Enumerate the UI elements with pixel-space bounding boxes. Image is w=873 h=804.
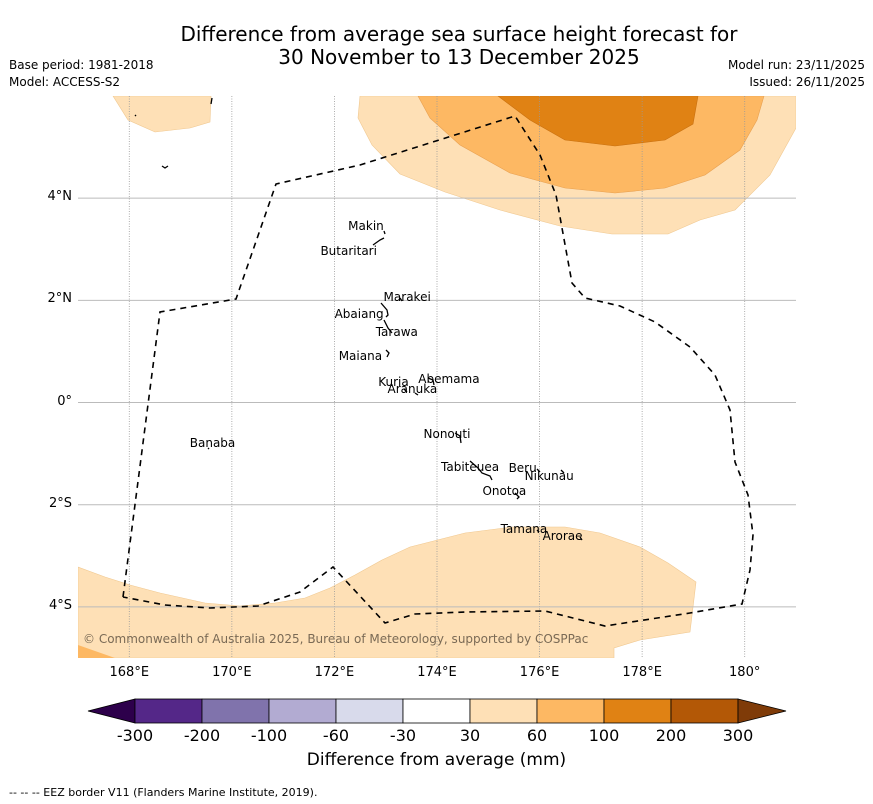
colorbar-tick-label: 200 (655, 726, 687, 745)
island-label-banaba: Banaba (189, 436, 236, 451)
colorbar-bin (268, 698, 337, 724)
colorbar-extend-high (737, 698, 787, 724)
island-outline-butaritari (372, 230, 386, 246)
colorbar-title: Difference from average (mm) (306, 750, 567, 770)
contour-100-200-north (497, 96, 699, 147)
island-label-onotoa: Onotoa (482, 483, 527, 498)
colorbar-bin (670, 698, 739, 724)
island-label-marakei: Marakei (383, 290, 431, 305)
meta-left: Base period: 1981-2018 Model: ACCESS-S2 (9, 57, 154, 91)
island-label-abaiang: Abaiang (334, 306, 384, 321)
island-outline-abemama (427, 377, 435, 386)
colorbar-bin (134, 698, 203, 724)
colorbar-tick-label: 100 (588, 726, 620, 745)
colorbar-bin (335, 698, 404, 724)
map-plot-area (78, 96, 796, 658)
island-shapes (134, 97, 583, 541)
island-outline-nauru (161, 165, 169, 169)
island-outline-banaba (207, 447, 210, 450)
island-label-butaritari: Butaritari (320, 243, 377, 258)
colorbar-bin (402, 698, 471, 724)
y-tick-label: 2°S (48, 495, 72, 511)
island-label-aranuka: Aranuka (387, 381, 438, 396)
island-outline-tamana (536, 529, 540, 533)
island-label-makin: Makin (348, 218, 384, 233)
copyright-notice: © Commonwealth of Australia 2025, Bureau… (83, 632, 589, 646)
colorbar (87, 698, 787, 724)
colorbar-bin (536, 698, 605, 724)
base-period: Base period: 1981-2018 (9, 58, 154, 72)
x-tick-label: 174°E (417, 665, 457, 680)
colorbar-tick-label: -100 (250, 726, 288, 745)
island-label-nonouti: Nonouti (423, 426, 471, 441)
gridlines (78, 96, 796, 658)
y-tick-label: 4°S (48, 597, 72, 613)
x-tick-label: 170°E (212, 665, 252, 680)
colorbar-tick-label: -200 (183, 726, 221, 745)
island-label-kuria: Kuria (378, 375, 409, 390)
island-outline-arorae (579, 536, 583, 541)
island-label-arorae: Arorae (542, 528, 583, 543)
y-tick-label: 0° (57, 393, 72, 409)
x-tick-label: 180° (729, 665, 761, 680)
x-tick-label: 172°E (314, 665, 355, 680)
colorbar-tick-label: 30 (459, 726, 481, 745)
island-outline-nikunau (560, 469, 565, 474)
island-label-nikunau: Nikunau (524, 468, 574, 483)
colorbar-tick-label: 300 (722, 726, 754, 745)
island-outline-nonouti (454, 432, 462, 444)
island-outline-beru (536, 468, 541, 473)
x-tick-label: 176°E (519, 665, 560, 680)
island-outline-kuria (403, 388, 419, 396)
contour-30-60-south (78, 526, 697, 658)
colorbar-bin (603, 698, 672, 724)
colorbar-tick-label: 60 (526, 726, 548, 745)
chart-title-line2: 30 November to 13 December 2025 (278, 45, 640, 69)
eez-footnote: -- -- -- EEZ border V11 (Flanders Marine… (9, 786, 318, 799)
contour-60-100-southwest (78, 645, 115, 658)
island-outline-marakei (399, 297, 403, 302)
island-label-tarawa: Tarawa (375, 325, 418, 340)
island-outline-maiana (385, 349, 390, 358)
meta-right: Model run: 23/11/2025 Issued: 26/11/2025 (728, 57, 865, 91)
issued-date: Issued: 26/11/2025 (749, 75, 865, 89)
island-label-maiana: Maiana (338, 349, 383, 363)
x-tick-label: 168°E (109, 665, 150, 680)
island-outline-tarawa (383, 319, 393, 334)
island-outline-abaiang (380, 302, 389, 318)
island-outline-nw-1 (210, 97, 213, 105)
colorbar-extend-low (87, 698, 136, 724)
colorbar-bin (469, 698, 538, 724)
island-outline-tabiteuea (469, 460, 493, 481)
model-name: Model: ACCESS-S2 (9, 75, 121, 89)
island-outline-onotoa (514, 492, 520, 500)
eez-border (122, 115, 754, 627)
model-run: Model run: 23/11/2025 (727, 58, 865, 72)
chart-title-line1: Difference from average sea surface heig… (180, 22, 738, 46)
island-label-tamana: Tamana (500, 522, 548, 537)
island-label-abemama: Abemama (418, 372, 480, 387)
y-tick-label: 4°N (47, 189, 73, 205)
y-tick-label: 2°N (47, 291, 73, 307)
colorbar-bin (201, 698, 270, 724)
x-tick-label: 178°E (622, 665, 662, 680)
island-outline-nw-2 (134, 114, 137, 117)
colorbar-tick-label: -60 (322, 726, 350, 745)
contour-30-60-northwest (112, 96, 212, 133)
island-label-tabiteuea: Tabiteuea (441, 459, 500, 474)
island-label-beru: Beru (508, 461, 537, 476)
colorbar-tick-label: -300 (116, 726, 154, 745)
colorbar-tick-label: -30 (389, 726, 417, 745)
